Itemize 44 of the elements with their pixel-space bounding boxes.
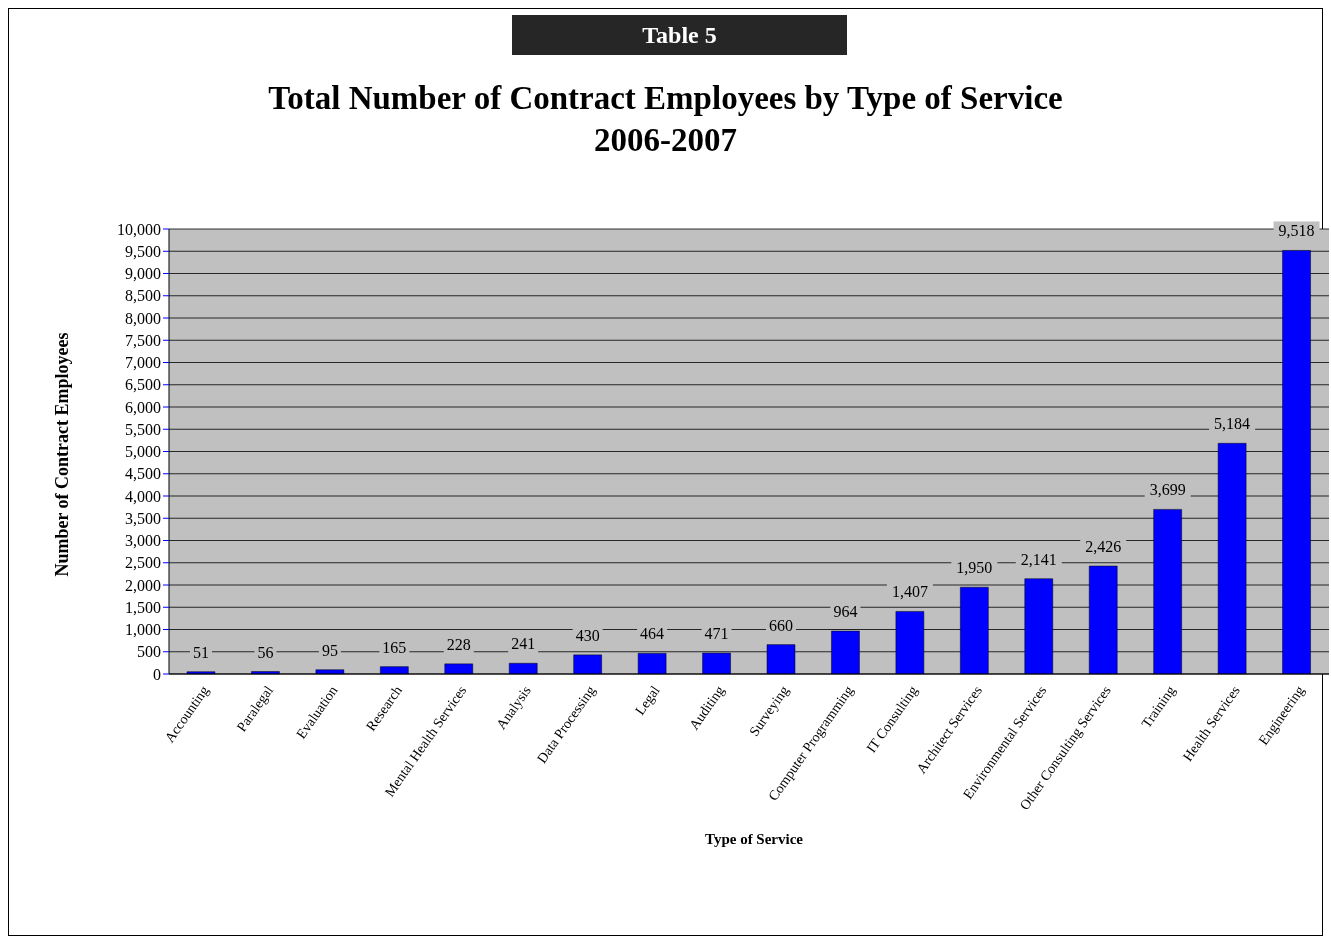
data-label: 5,184 (1214, 415, 1251, 433)
data-label: 241 (511, 635, 536, 653)
data-label: 228 (446, 635, 471, 653)
y-tick-label: 7,000 (125, 354, 161, 372)
y-tick-label: 5,000 (125, 443, 161, 461)
data-label: 56 (257, 643, 274, 661)
data-label: 1,950 (956, 559, 993, 577)
data-label: 471 (704, 625, 729, 643)
y-tick-label: 7,500 (125, 331, 161, 349)
data-label: 3,699 (1149, 481, 1186, 499)
data-label: 964 (833, 603, 858, 621)
y-tick-label: 2,500 (125, 554, 161, 572)
data-label: 1,407 (891, 583, 928, 601)
y-tick-label: 10,000 (117, 220, 161, 238)
chart-title: Total Number of Contract Employees by Type of Service (267, 79, 1064, 118)
y-tick-label: 8,500 (125, 287, 161, 305)
y-tick-label: 4,000 (125, 487, 161, 505)
x-axis-title: Type of Service (704, 831, 804, 848)
y-tick-label: 500 (137, 643, 161, 661)
y-tick-label: 8,000 (125, 309, 161, 327)
y-tick-label: 3,500 (125, 509, 161, 527)
y-tick-label: 6,000 (125, 398, 161, 416)
y-tick-label: 4,500 (125, 465, 161, 483)
data-label: 660 (769, 616, 793, 634)
caption: Table 5 (512, 15, 847, 55)
data-label: 464 (640, 625, 665, 643)
data-label: 165 (382, 638, 407, 656)
data-label: 51 (193, 643, 209, 661)
y-axis-title: Number of Contract Employees (51, 331, 73, 577)
data-label: 430 (575, 626, 600, 644)
data-label: 9,518 (1278, 222, 1315, 240)
data-label: 95 (321, 641, 338, 659)
chart-subtitle: 2006-2007 (593, 121, 738, 160)
data-label: 2,141 (1020, 550, 1057, 568)
y-tick-label: 3,000 (125, 532, 161, 550)
y-tick-label: 6,500 (125, 376, 161, 394)
y-tick-label: 1,500 (125, 598, 161, 616)
y-tick-label: 9,500 (125, 242, 161, 260)
y-tick-label: 9,000 (125, 265, 161, 283)
y-tick-label: 0 (153, 665, 161, 683)
y-tick-label: 1,000 (125, 621, 161, 639)
data-label: 2,426 (1085, 538, 1122, 556)
y-tick-label: 2,000 (125, 576, 161, 594)
y-tick-label: 5,500 (125, 420, 161, 438)
